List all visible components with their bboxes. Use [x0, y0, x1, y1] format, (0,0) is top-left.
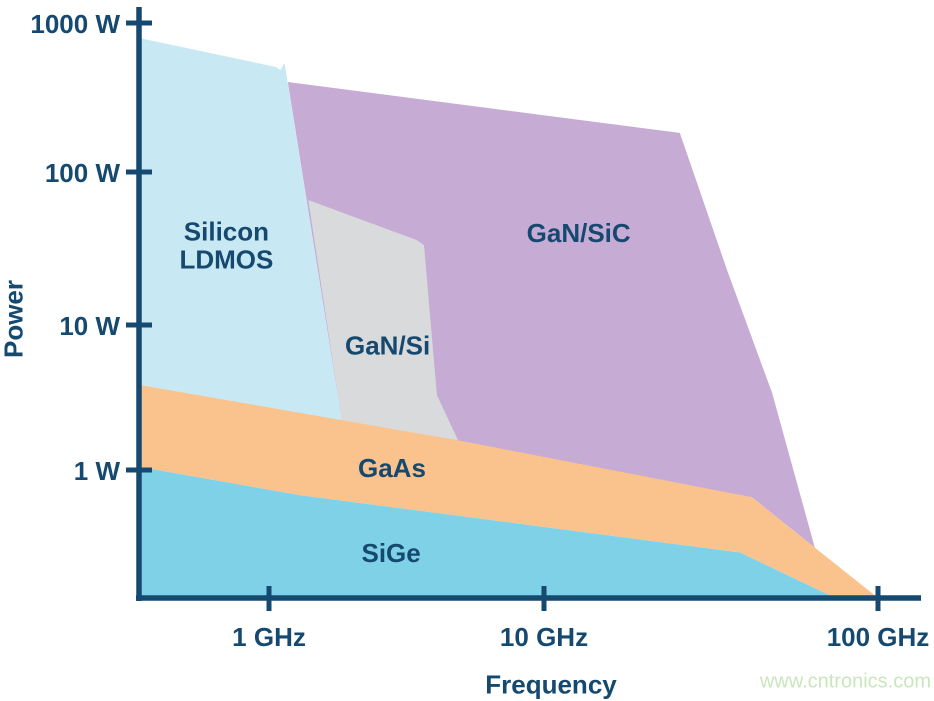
region-gaas	[139, 384, 878, 598]
region-label-gaas: GaAs	[358, 453, 426, 483]
y-axis-title: Power	[0, 279, 29, 359]
region-label-silicon-ldmos-line1: Silicon	[184, 217, 269, 247]
watermark: www.cntronics.com	[759, 670, 931, 693]
region-label-sige: SiGe	[361, 538, 420, 568]
region-sige	[139, 466, 835, 598]
region-label-silicon-ldmos-line2: LDMOS	[179, 245, 273, 275]
y-tick-label-100w: 100 W	[45, 158, 121, 188]
y-tick-label-10w: 10 W	[59, 311, 120, 341]
region-label-gan-sic: GaN/SiC	[527, 218, 631, 248]
x-axis-title: Frequency	[485, 669, 617, 700]
region-label-gan-si: GaN/Si	[345, 331, 430, 361]
y-tick-label-1w: 1 W	[74, 456, 121, 486]
x-tick-label-100ghz: 100 GHz	[827, 622, 930, 652]
x-tick-label-1ghz: 1 GHz	[232, 622, 306, 652]
region-silicon-ldmos	[139, 38, 342, 421]
y-tick-label-1000w: 1000 W	[30, 9, 120, 39]
region-gan-si	[308, 200, 459, 441]
x-tick-label-10ghz: 10 GHz	[500, 622, 588, 652]
